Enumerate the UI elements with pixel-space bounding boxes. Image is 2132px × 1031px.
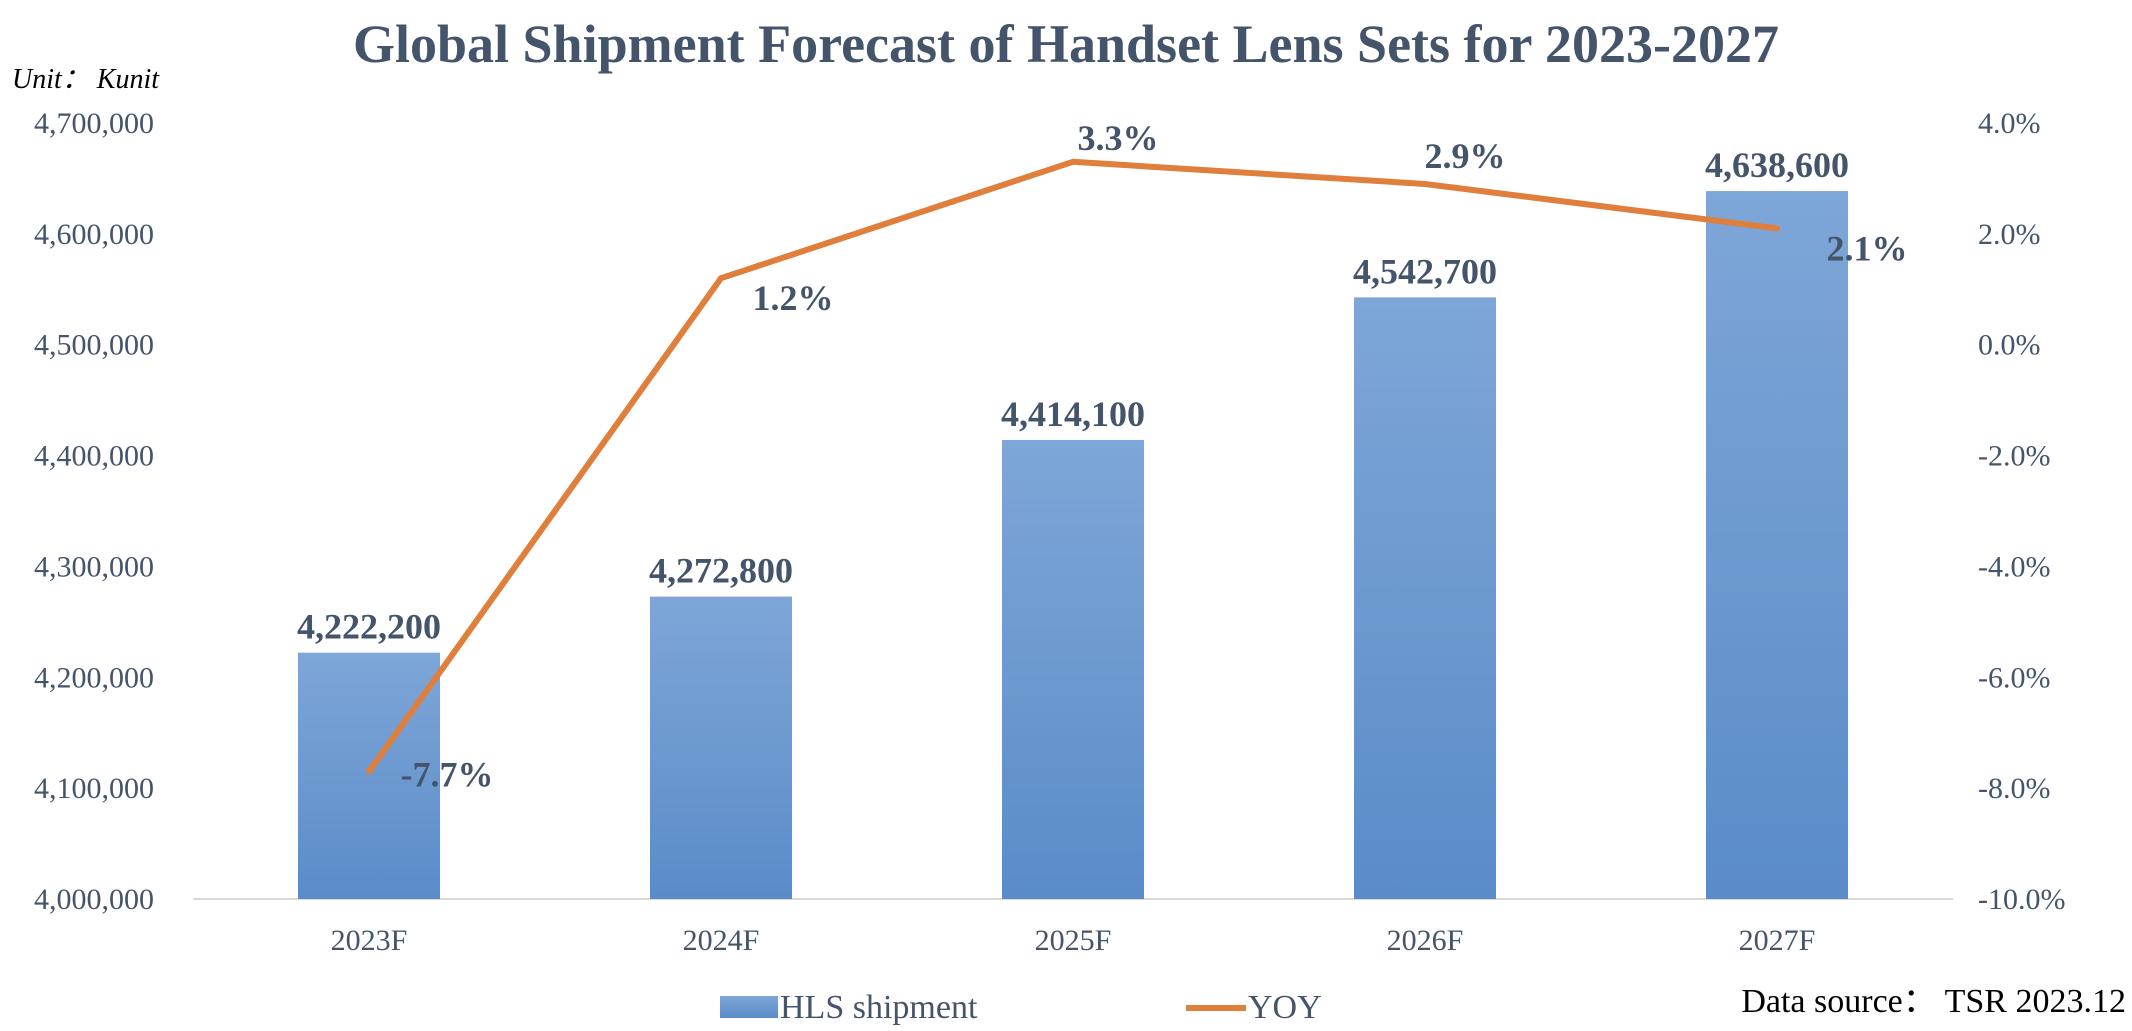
x-tick-label: 2027F (1739, 924, 1816, 957)
bar-2026f (1354, 297, 1496, 899)
legend: HLS shipment YOY (720, 989, 1322, 1026)
yoy-value-label: 3.3% (1078, 118, 1159, 158)
bar-2023f (298, 652, 440, 899)
bar-value-label: 4,638,600 (1705, 145, 1849, 185)
yoy-point (1422, 180, 1428, 187)
chart-title: Global Shipment Forecast of Handset Lens… (353, 14, 1779, 74)
x-axis: 2023F 2024F 2025F 2026F 2027F (331, 924, 1816, 957)
left-tick-label: 4,700,000 (34, 107, 154, 140)
data-source: Data source： TSR 2023.12 (1741, 983, 2126, 1020)
left-axis: 4,000,000 4,100,000 4,200,000 4,300,000 4,40… (34, 107, 154, 916)
yoy-line-series (366, 158, 1780, 775)
left-tick-label: 4,600,000 (34, 218, 154, 251)
x-tick-label: 2025F (1035, 924, 1112, 957)
left-tick-label: 4,500,000 (34, 329, 154, 362)
bar-series (298, 191, 1848, 899)
right-axis: -10.0% -8.0% -6.0% -4.0% -2.0% 0.0% 2.0% 4.0% (1978, 107, 2065, 916)
bar-2024f (650, 596, 792, 899)
yoy-point (1774, 225, 1780, 232)
legend-label-line: YOY (1248, 989, 1322, 1026)
right-tick-label: 2.0% (1978, 218, 2041, 251)
bar-value-label: 4,414,100 (1001, 394, 1145, 434)
yoy-value-label: 2.9% (1425, 136, 1506, 176)
x-tick-label: 2024F (683, 924, 760, 957)
right-tick-label: -10.0% (1978, 883, 2065, 916)
yoy-point (366, 768, 372, 775)
right-tick-label: 4.0% (1978, 107, 2041, 140)
yoy-point (718, 275, 724, 282)
right-tick-label: 0.0% (1978, 329, 2041, 362)
left-tick-label: 4,100,000 (34, 772, 154, 805)
yoy-value-label: -7.7% (401, 755, 494, 795)
x-tick-label: 2023F (331, 924, 408, 957)
unit-label: Unit： Kunit (12, 64, 160, 95)
right-tick-label: -2.0% (1978, 440, 2050, 473)
legend-swatch-bar (720, 996, 778, 1018)
right-tick-label: -6.0% (1978, 661, 2050, 694)
yoy-data-labels: -7.7% 1.2% 3.3% 2.9% 2.1% (401, 118, 1908, 795)
bar-value-label: 4,222,200 (297, 607, 441, 647)
bar-value-label: 4,272,800 (649, 551, 793, 591)
right-tick-label: -8.0% (1978, 772, 2050, 805)
legend-label-bar: HLS shipment (780, 989, 978, 1026)
yoy-value-label: 2.1% (1827, 228, 1908, 268)
bar-data-labels: 4,222,200 4,272,800 4,414,100 4,542,700 4,63… (297, 145, 1849, 647)
bar-2027f (1706, 191, 1848, 899)
yoy-point (1070, 158, 1076, 165)
left-tick-label: 4,000,000 (34, 883, 154, 916)
bar-2025f (1002, 439, 1144, 899)
left-tick-label: 4,400,000 (34, 440, 154, 473)
right-tick-label: -4.0% (1978, 550, 2050, 583)
yoy-value-label: 1.2% (753, 278, 834, 318)
left-tick-label: 4,200,000 (34, 661, 154, 694)
x-tick-label: 2026F (1387, 924, 1464, 957)
bar-value-label: 4,542,700 (1353, 251, 1497, 291)
left-tick-label: 4,300,000 (34, 550, 154, 583)
